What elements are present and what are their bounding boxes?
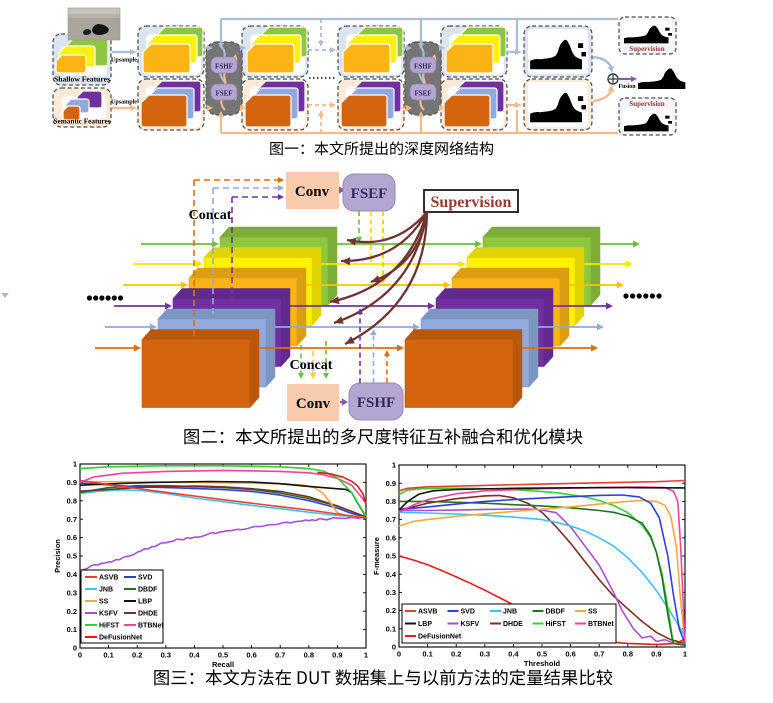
svg-text:Concat: Concat — [290, 358, 333, 373]
svg-text:SS: SS — [588, 609, 598, 616]
svg-text:0.9: 0.9 — [332, 651, 342, 660]
svg-text:0.8: 0.8 — [304, 651, 314, 660]
svg-text:DBDF: DBDF — [546, 609, 566, 616]
svg-text:FSHF: FSHF — [414, 63, 432, 71]
svg-text:0: 0 — [397, 650, 401, 659]
svg-text:0.4: 0.4 — [386, 570, 397, 579]
svg-text:SS: SS — [99, 599, 109, 606]
svg-text:F-measure: F-measure — [372, 537, 381, 575]
svg-text:0.1: 0.1 — [422, 650, 432, 659]
svg-text:0.6: 0.6 — [67, 533, 77, 542]
svg-text:0.4: 0.4 — [189, 651, 200, 660]
svg-text:0.9: 0.9 — [651, 650, 661, 659]
svg-text:LBP: LBP — [138, 599, 152, 606]
svg-text:1: 1 — [73, 460, 77, 469]
svg-text:KSFV: KSFV — [461, 621, 480, 628]
svg-text:HiFST: HiFST — [546, 621, 567, 628]
svg-text:JNB: JNB — [503, 609, 517, 616]
svg-text:Conv: Conv — [295, 184, 330, 200]
svg-text:ASVB: ASVB — [99, 575, 118, 582]
svg-text:0.8: 0.8 — [386, 497, 396, 506]
svg-text:0.5: 0.5 — [537, 650, 547, 659]
svg-text:JNB: JNB — [99, 587, 113, 594]
svg-text:BTBNet: BTBNet — [588, 621, 614, 628]
svg-text:1: 1 — [683, 650, 687, 659]
svg-text:FSEF: FSEF — [351, 186, 388, 202]
svg-text:DeFusionNet: DeFusionNet — [99, 635, 143, 642]
svg-text:DHDE: DHDE — [138, 611, 158, 618]
svg-text:DHDE: DHDE — [503, 621, 523, 628]
svg-text:LBP: LBP — [418, 621, 432, 628]
svg-text:0: 0 — [78, 651, 82, 660]
svg-text:0.2: 0.2 — [451, 650, 461, 659]
svg-text:0.3: 0.3 — [386, 588, 396, 597]
svg-text:0.6: 0.6 — [386, 533, 396, 542]
svg-text:0.9: 0.9 — [386, 479, 396, 488]
svg-text:DeFusionNet: DeFusionNet — [418, 634, 462, 641]
svg-text:FSHF: FSHF — [357, 395, 395, 411]
svg-text:0.2: 0.2 — [132, 651, 142, 660]
svg-text:KSFV: KSFV — [99, 611, 118, 618]
svg-text:BTBNet: BTBNet — [138, 623, 164, 630]
svg-text:0.5: 0.5 — [67, 552, 77, 561]
svg-text:0.5: 0.5 — [218, 651, 228, 660]
svg-text:Recall: Recall — [212, 660, 234, 669]
svg-text:0.4: 0.4 — [508, 650, 519, 659]
svg-text:SVD: SVD — [461, 609, 475, 616]
svg-text:SVD: SVD — [138, 575, 152, 582]
svg-text:0.3: 0.3 — [67, 588, 77, 597]
svg-text:0.6: 0.6 — [246, 651, 256, 660]
svg-text:ASVB: ASVB — [418, 609, 437, 616]
svg-text:Supervision: Supervision — [629, 100, 665, 108]
svg-text:1: 1 — [392, 461, 396, 470]
svg-text:FSHF: FSHF — [215, 63, 233, 71]
svg-text:0.3: 0.3 — [161, 651, 171, 660]
svg-text:FSEF: FSEF — [215, 90, 232, 98]
svg-text:0.7: 0.7 — [386, 515, 396, 524]
svg-text:0.1: 0.1 — [67, 625, 77, 634]
svg-text:0: 0 — [73, 644, 77, 653]
svg-text:Fusion: Fusion — [619, 83, 636, 90]
svg-text:Supervision: Supervision — [431, 194, 512, 211]
svg-text:0.8: 0.8 — [623, 650, 633, 659]
svg-text:HiFST: HiFST — [99, 623, 120, 630]
svg-text:0.1: 0.1 — [386, 624, 396, 633]
svg-text:0.9: 0.9 — [67, 478, 77, 487]
svg-text:0.2: 0.2 — [386, 606, 396, 615]
svg-text:1: 1 — [364, 651, 368, 660]
svg-text:Conv: Conv — [296, 396, 331, 412]
svg-text:0.2: 0.2 — [67, 607, 77, 616]
svg-text:0.5: 0.5 — [386, 552, 396, 561]
svg-text:Concat: Concat — [189, 208, 232, 223]
svg-text:DBDF: DBDF — [138, 587, 158, 594]
svg-text:Supervision: Supervision — [629, 45, 665, 53]
svg-text:0.4: 0.4 — [67, 570, 78, 579]
svg-text:0.3: 0.3 — [480, 650, 490, 659]
svg-text:Shallow Features: Shallow Features — [54, 76, 110, 84]
svg-text:0.7: 0.7 — [275, 651, 285, 660]
svg-text:0.7: 0.7 — [594, 650, 604, 659]
svg-text:Upsample: Upsample — [111, 57, 137, 64]
svg-text:0.8: 0.8 — [67, 496, 77, 505]
svg-text:Precision: Precision — [53, 539, 62, 573]
svg-text:Semantic Features: Semantic Features — [54, 118, 111, 126]
svg-text:0.1: 0.1 — [103, 651, 113, 660]
svg-text:FSEF: FSEF — [414, 90, 431, 98]
svg-text:Upsample: Upsample — [111, 99, 137, 106]
svg-text:0.6: 0.6 — [565, 650, 575, 659]
svg-text:0: 0 — [392, 643, 396, 652]
svg-text:Threshold: Threshold — [524, 659, 561, 668]
svg-text:0.7: 0.7 — [67, 515, 77, 524]
